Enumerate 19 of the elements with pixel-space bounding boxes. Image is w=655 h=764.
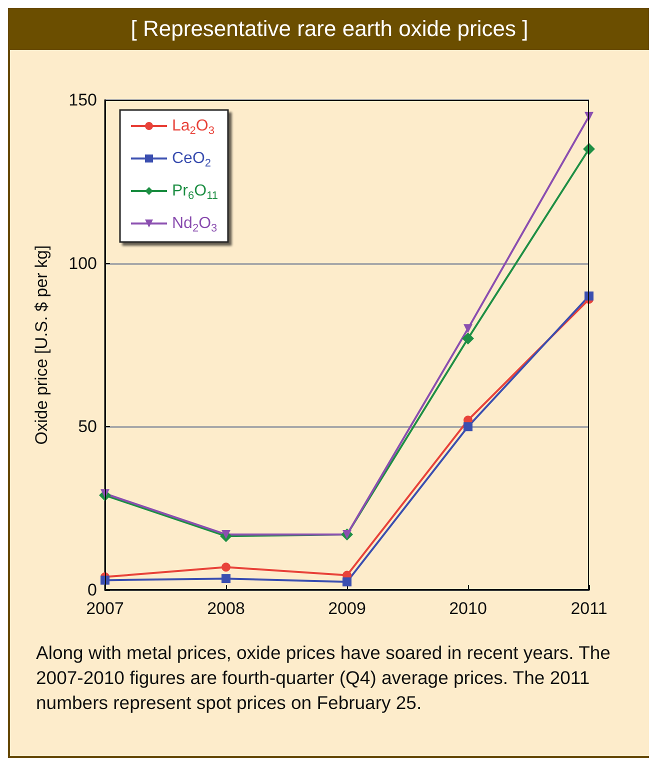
point (222, 574, 230, 584)
point (464, 422, 472, 432)
point (462, 332, 474, 344)
point (342, 577, 352, 586)
x-tick-label: 2007 (86, 599, 124, 618)
chart-title: [ Representative rare earth oxide prices ] (10, 8, 649, 50)
x-tick-label: 2010 (449, 599, 487, 618)
point (222, 530, 230, 539)
y-tick-label: 50 (78, 417, 97, 436)
y-tick-label: 100 (68, 254, 97, 273)
y-axis-title: Oxide price [U.S. $ per kg] (32, 245, 51, 445)
x-tick-label: 2008 (207, 599, 245, 618)
point (464, 324, 472, 334)
point (222, 562, 230, 572)
y-tick-label: 0 (88, 580, 97, 600)
text: Along with metal prices, oxide prices have soared in recent years. The 2007-2010 figures are fourth-quarter (Q4) average prices. The 2011 numbers represent spot prices on February 25. (36, 641, 612, 715)
x-tick-label: 2009 (328, 599, 366, 618)
y-tick-label: 150 (68, 90, 97, 110)
x-tick-label: 2011 (570, 599, 608, 618)
